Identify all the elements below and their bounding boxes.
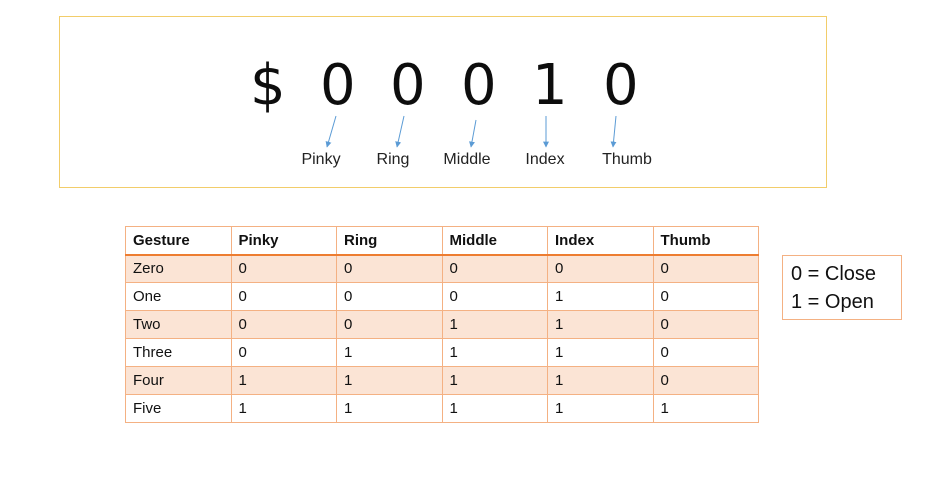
table-cell: 0: [652, 366, 759, 395]
table-row: Two 0 0 1 1 0: [125, 310, 759, 339]
table-cell: 0: [230, 338, 337, 367]
table-cell: 1: [547, 282, 654, 311]
table-cell: 1: [441, 310, 548, 339]
arrow-middle: [469, 119, 477, 148]
table-cell: Four: [125, 366, 232, 395]
table-cell: 0: [652, 338, 759, 367]
legend-box: 0 = Close 1 = Open: [782, 255, 902, 320]
table-cell: 0: [652, 310, 759, 339]
arrow-ring: [395, 115, 405, 148]
table-cell: Two: [125, 310, 232, 339]
table-cell: 0: [336, 282, 443, 311]
header-pinky: Pinky: [230, 226, 337, 256]
digit-pinky: 0: [320, 53, 356, 118]
table-row: Zero 0 0 0 0 0: [125, 254, 759, 283]
arrow-thumb: [610, 115, 617, 148]
arrow-pinky: [325, 115, 337, 148]
finger-label-index: Index: [525, 151, 565, 168]
table-cell: 0: [230, 254, 337, 283]
dollar-sign: $: [250, 53, 286, 118]
code-diagram-box: [59, 16, 827, 188]
table-cell: 1: [652, 394, 759, 423]
table-cell: 1: [336, 366, 443, 395]
digit-ring: 0: [390, 53, 426, 118]
finger-label-pinky: Pinky: [301, 151, 341, 168]
header-ring: Ring: [336, 226, 443, 256]
legend-open: 1 = Open: [791, 291, 874, 313]
header-index: Index: [547, 226, 654, 256]
table-cell: 0: [336, 310, 443, 339]
table-header-row: Gesture Pinky Ring Middle Index Thumb: [125, 226, 759, 256]
table-cell: Three: [125, 338, 232, 367]
finger-label-thumb: Thumb: [602, 151, 652, 168]
table-row: Five 1 1 1 1 1: [125, 394, 759, 423]
table-cell: 0: [336, 254, 443, 283]
gesture-table: Gesture Pinky Ring Middle Index Thumb Ze…: [125, 226, 759, 423]
table-cell: 1: [547, 338, 654, 367]
table-cell: 1: [441, 366, 548, 395]
table-cell: 0: [441, 254, 548, 283]
table-cell: 0: [230, 310, 337, 339]
table-cell: 0: [441, 282, 548, 311]
table-cell: 0: [652, 282, 759, 311]
table-cell: Five: [125, 394, 232, 423]
table-cell: 1: [547, 394, 654, 423]
digit-index: 1: [532, 53, 568, 118]
table-cell: 1: [547, 366, 654, 395]
table-row: Four 1 1 1 1 0: [125, 366, 759, 395]
table-cell: 1: [441, 394, 548, 423]
table-cell: 1: [441, 338, 548, 367]
finger-label-middle: Middle: [443, 151, 491, 168]
table-row: One 0 0 0 1 0: [125, 282, 759, 311]
table-cell: Zero: [125, 254, 232, 283]
header-gesture: Gesture: [125, 226, 232, 256]
table-cell: 1: [336, 394, 443, 423]
table-cell: 1: [230, 366, 337, 395]
header-thumb: Thumb: [652, 226, 759, 256]
table-cell: 0: [547, 254, 654, 283]
digit-middle: 0: [461, 53, 497, 118]
legend-close: 0 = Close: [791, 263, 877, 285]
table-row: Three 0 1 1 1 0: [125, 338, 759, 367]
digit-thumb: 0: [603, 53, 639, 118]
finger-label-ring: Ring: [376, 151, 410, 168]
table-cell: 1: [336, 338, 443, 367]
header-middle: Middle: [441, 226, 548, 256]
table-cell: One: [125, 282, 232, 311]
table-cell: 1: [230, 394, 337, 423]
table-cell: 1: [547, 310, 654, 339]
table-cell: 0: [652, 254, 759, 283]
table-cell: 0: [230, 282, 337, 311]
